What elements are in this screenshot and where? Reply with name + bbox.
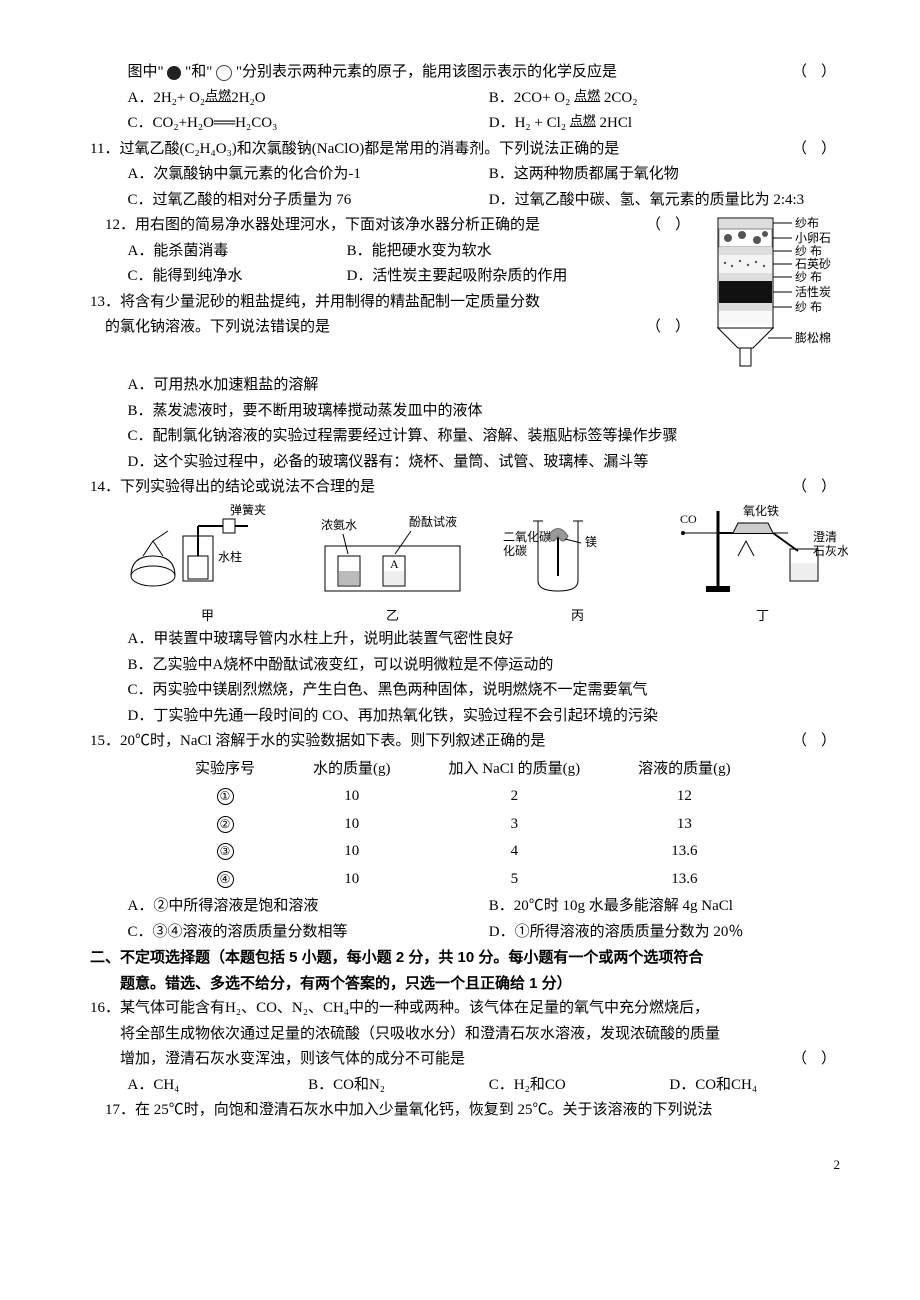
q14-experiments: 弹簧夹 水柱 甲 A 浓氨水 酚酞试液 乙 二氧化碳 化碳 镁 <box>90 501 850 628</box>
exp-yi-diagram: A 浓氨水 酚酞试液 <box>313 501 473 596</box>
svg-text:纱 布: 纱 布 <box>795 270 822 284</box>
q13-opt-d: D．这个实验过程中，必备的玻璃仪器有：烧杯、量筒、试管、玻璃棒、漏斗等 <box>90 450 850 476</box>
q10-opt-d: D．H₂ + Cl₂ 点燃 2HCl <box>489 111 850 137</box>
table-row: ②10313 <box>167 812 759 838</box>
svg-text:浓氨水: 浓氨水 <box>321 518 357 532</box>
q12-opt-c: C．能得到纯净水 <box>128 264 347 290</box>
svg-text:酚酞试液: 酚酞试液 <box>409 514 457 529</box>
exp-bing-diagram: 二氧化碳 化碳 镁 <box>503 501 653 596</box>
q16-opt-d: D．CO和CH₄ <box>669 1073 850 1099</box>
q12-stem: 12．用右图的简易净水器处理河水，下面对该净水器分析正确的是 <box>90 213 540 239</box>
svg-text:CO: CO <box>680 512 697 526</box>
svg-text:膨松棉: 膨松棉 <box>795 331 831 345</box>
answer-blank: （） <box>646 213 704 239</box>
q15-opt-b: B．20℃时 10g 水最多能溶解 4g NaCl <box>489 894 850 920</box>
q16-stem1: 16．某气体可能含有H₂、CO、N₂、CH₄中的一种或两种。该气体在足量的氧气中… <box>90 996 850 1022</box>
q14-stem: 14．下列实验得出的结论或说法不合理的是 <box>90 475 375 501</box>
q11-opt-c: C．过氧乙酸的相对分子质量为 76 <box>128 188 489 214</box>
exp-jia-diagram: 弹簧夹 水柱 <box>128 501 288 596</box>
exp-bing-label: 丙 <box>490 605 665 627</box>
q14-opt-c: C．丙实验中镁剧烈燃烧，产生白色、黑色两种固体，说明燃烧不一定需要氧气 <box>90 678 850 704</box>
q15-opt-d: D．①所得溶液的溶质质量分数为 20％ <box>489 920 850 946</box>
svg-text:纱布: 纱布 <box>795 216 819 230</box>
q12-opt-a: A．能杀菌消毒 <box>128 239 347 265</box>
answer-blank: （） <box>792 475 850 501</box>
dark-atom-icon <box>167 66 181 80</box>
exp-ding-label: 丁 <box>675 605 850 627</box>
answer-blank: （） <box>792 137 850 163</box>
svg-text:水柱: 水柱 <box>218 549 242 564</box>
svg-text:镁: 镁 <box>585 535 597 549</box>
svg-text:澄清: 澄清 <box>813 529 837 544</box>
q15-opt-c: C．③④溶液的溶质质量分数相等 <box>128 920 489 946</box>
table-row: ④10513.6 <box>167 867 759 893</box>
q16-stem2: 将全部生成物依次通过足量的浓硫酸（只吸收水分）和澄清石灰水溶液，发现浓硫酸的质量 <box>90 1022 850 1048</box>
section2-heading-l2: 题意。错选、多选不给分，有两个答案的，只选一个且正确给 1 分） <box>90 971 850 997</box>
answer-blank: （） <box>792 729 850 755</box>
svg-text:小卵石: 小卵石 <box>795 231 831 245</box>
exp-jia-label: 甲 <box>120 605 295 627</box>
q16-stem3: 增加，澄清石灰水变浑浊，则该气体的成分不可能是 <box>90 1047 465 1073</box>
q11-stem: 11．过氧乙酸(C₂H₄O₃)和次氯酸钠(NaClO)都是常用的消毒剂。下列说法… <box>90 137 619 163</box>
q13-opt-c: C．配制氯化钠溶液的实验过程需要经过计算、称量、溶解、装瓶贴标签等操作步骤 <box>90 424 850 450</box>
q15-opt-a: A．②中所得溶液是饱和溶液 <box>128 894 489 920</box>
svg-text:弹簧夹: 弹簧夹 <box>230 502 266 517</box>
q16-opt-b: B．CO和N₂ <box>308 1073 489 1099</box>
table-row: ①10212 <box>167 784 759 810</box>
q11-opt-b: B．这两种物质都属于氧化物 <box>489 162 850 188</box>
q10-opt-b: B．2CO+ O₂ 点燃 2CO₂ <box>489 86 850 112</box>
q15-table: 实验序号水的质量(g) 加入 NaCl 的质量(g)溶液的质量(g) ①1021… <box>165 755 761 895</box>
q14-opt-b: B．乙实验中A烧杯中酚酞试液变红，可以说明微粒是不停运动的 <box>90 653 850 679</box>
svg-text:A: A <box>390 557 399 571</box>
page-number: 2 <box>90 1124 850 1176</box>
svg-text:纱 布: 纱 布 <box>795 244 822 258</box>
q14-opt-d: D．丁实验中先通一段时间的 CO、再加热氧化铁，实验过程不会引起环境的污染 <box>90 704 850 730</box>
q13-stem2: 的氯化钠溶液。下列说法错误的是 <box>90 315 330 341</box>
q12-opt-b: B．能把硬水变为软水 <box>347 239 578 265</box>
q14-opt-a: A．甲装置中玻璃导管内水柱上升，说明此装置气密性良好 <box>90 627 850 653</box>
q12-opt-d: D．活性炭主要起吸附杂质的作用 <box>347 264 578 290</box>
exp-yi-label: 乙 <box>305 605 480 627</box>
q10-stem-mid: "和" <box>185 64 212 80</box>
svg-text:氧化铁: 氧化铁 <box>743 504 779 518</box>
answer-blank: （） <box>646 315 704 341</box>
table-row: ③10413.6 <box>167 839 759 865</box>
q16-opt-c: C．H₂和CO <box>489 1073 670 1099</box>
table-row: 实验序号水的质量(g) 加入 NaCl 的质量(g)溶液的质量(g) <box>167 757 759 783</box>
q15-stem: 15．20℃时，NaCl 溶解于水的实验数据如下表。则下列叙述正确的是 <box>90 729 545 755</box>
svg-text:纱 布: 纱 布 <box>795 300 822 314</box>
q13-opt-a: A．可用热水加速粗盐的溶解 <box>90 373 850 399</box>
svg-text:石灰水: 石灰水 <box>813 544 848 558</box>
q10-stem-pre: 图中" <box>128 64 164 80</box>
q10-stem-post: "分别表示两种元素的原子，能用该图示表示的化学反应是 <box>236 64 617 80</box>
q11-opt-d: D．过氧乙酸中碳、氢、氧元素的质量比为 2:4:3 <box>489 188 850 214</box>
svg-text:石英砂: 石英砂 <box>795 257 831 271</box>
light-atom-icon <box>216 65 232 81</box>
svg-text:化碳: 化碳 <box>503 544 527 558</box>
water-filter-diagram: 纱布 小卵石 纱 布 石英砂 纱 布 活性炭 纱 布 膨松棉 <box>710 213 850 373</box>
svg-text:活性炭: 活性炭 <box>795 285 831 299</box>
q10-opt-c: C．CO₂+H₂O══H₂CO₃ <box>128 111 489 137</box>
q11-opt-a: A．次氯酸钠中氯元素的化合价为-1 <box>128 162 489 188</box>
answer-blank: （） <box>792 60 850 86</box>
exp-ding-diagram: CO 氧化铁 澄清 石灰水 <box>678 501 848 596</box>
q10-opt-a: A．2H₂+ O₂点燃2H₂O <box>128 86 489 112</box>
answer-blank: （） <box>792 1047 850 1073</box>
svg-text:二氧化碳: 二氧化碳 <box>503 530 551 544</box>
q17-stem: 17．在 25℃时，向饱和澄清石灰水中加入少量氧化钙，恢复到 25℃。关于该溶液… <box>90 1098 850 1124</box>
q16-opt-a: A．CH₄ <box>128 1073 309 1099</box>
section2-heading-l1: 二、不定项选择题（本题包括 5 小题，每小题 2 分，共 10 分。每小题有一个… <box>90 945 850 971</box>
q13-opt-b: B．蒸发滤液时，要不断用玻璃棒搅动蒸发皿中的液体 <box>90 399 850 425</box>
